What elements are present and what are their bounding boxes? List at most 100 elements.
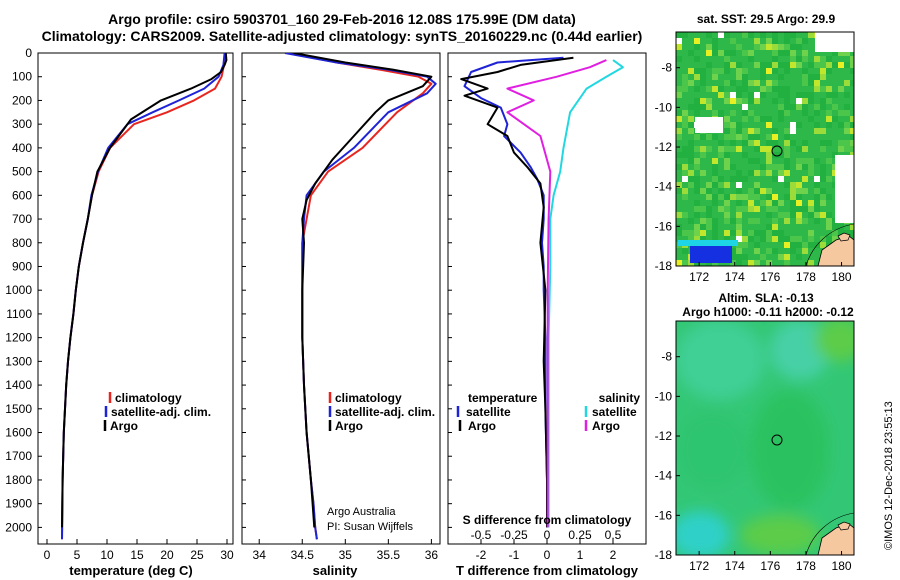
salinity-xlabel: salinity — [313, 563, 359, 578]
legend-label-t-satellite: satellite — [466, 405, 511, 419]
depth-tick-label: 1300 — [5, 354, 32, 368]
map-y-tick-label: -18 — [655, 548, 673, 562]
sst-cell — [844, 92, 850, 98]
sst-cell — [790, 62, 796, 68]
sst-cell — [712, 38, 718, 44]
sla-island — [837, 521, 851, 531]
sst-cell — [718, 50, 724, 56]
sst-cell — [688, 140, 694, 146]
legend-label-s-argo: Argo — [592, 419, 620, 433]
sst-cell — [742, 128, 748, 134]
sst-map: sat. SST: 29.5 Argo: 29.9 172 174 176 178 18… — [655, 12, 855, 284]
depth-tick-labels: 0 100 200 300 400 500 600 700 800 900 1000 1100 1200… — [5, 46, 32, 534]
sst-cell — [688, 122, 694, 128]
x-tick-label: 34 — [253, 548, 267, 562]
sst-missing-northeast — [815, 32, 854, 52]
sst-cell — [724, 32, 730, 38]
sst-cell — [802, 68, 808, 74]
sst-cell — [844, 110, 850, 116]
s-diff-tick-label: -0.25 — [500, 528, 528, 542]
sst-cell — [742, 32, 748, 38]
sst-cell — [778, 236, 784, 242]
sst-cell — [700, 230, 706, 236]
sst-cell — [784, 164, 790, 170]
sst-cell — [802, 176, 808, 182]
sst-cell — [688, 128, 694, 134]
sst-cell — [814, 182, 820, 188]
series-line-argo — [61, 53, 228, 528]
sst-cell — [814, 86, 820, 92]
sst-cell — [784, 158, 790, 164]
map-y-tick-label: -14 — [655, 180, 673, 194]
legend-label-s-satellite: satellite — [592, 405, 637, 419]
sst-cell — [766, 44, 772, 50]
sst-cell — [838, 122, 844, 128]
map-y-tick-label: -10 — [655, 389, 673, 403]
sst-cell — [736, 122, 742, 128]
sst-cell — [760, 92, 766, 98]
sst-cell — [700, 104, 706, 110]
sst-cell — [808, 170, 814, 176]
depth-tick-label: 600 — [12, 188, 32, 202]
sst-cell — [808, 236, 814, 242]
sst-cell — [688, 218, 694, 224]
sst-cell — [730, 146, 736, 152]
sst-cell — [724, 200, 730, 206]
header-line1: Argo profile: csiro 5903701_160 29-Feb-2… — [108, 11, 576, 27]
sst-cell — [676, 44, 682, 50]
salinity-series — [284, 53, 437, 540]
sst-cell — [772, 218, 778, 224]
sst-cell — [802, 164, 808, 170]
sst-cell — [688, 158, 694, 164]
depth-tick-label: 1600 — [5, 426, 32, 440]
sst-cell — [826, 224, 832, 230]
salinity-axes-frame — [241, 52, 441, 545]
x-tick-label: 36 — [425, 548, 439, 562]
sst-cell — [754, 260, 760, 266]
sst-missing-cell — [796, 98, 802, 104]
sst-cell — [784, 182, 790, 188]
sst-cell — [784, 212, 790, 218]
sst-missing-cell — [676, 38, 682, 44]
sst-cell — [694, 146, 700, 152]
sst-cell — [796, 38, 802, 44]
sst-cell — [688, 152, 694, 158]
sst-cell — [724, 134, 730, 140]
sst-cell — [826, 158, 832, 164]
sla-eez-line — [805, 512, 854, 555]
sst-cell — [694, 56, 700, 62]
depth-tick-label: 700 — [12, 212, 32, 226]
sst-cell — [724, 158, 730, 164]
sst-cell — [820, 212, 826, 218]
sst-cell — [718, 86, 724, 92]
sst-cell — [724, 206, 730, 212]
sst-cell — [754, 248, 760, 254]
depth-tick-label: 1000 — [5, 283, 32, 297]
sst-cell — [706, 218, 712, 224]
sst-cell — [676, 224, 682, 230]
sst-cell — [820, 146, 826, 152]
legend-label-climatology: climatology — [335, 391, 402, 405]
sst-cell — [694, 236, 700, 242]
map-y-tick-label: -16 — [655, 219, 673, 233]
x-tick-label: 0 — [44, 548, 51, 562]
sst-cell — [736, 62, 742, 68]
sst-cell — [766, 164, 772, 170]
sst-cell — [754, 80, 760, 86]
sst-cell — [796, 158, 802, 164]
sst-cell — [748, 230, 754, 236]
sst-cell — [820, 188, 826, 194]
sst-cell — [784, 242, 790, 248]
sst-cell — [736, 170, 742, 176]
sst-cell — [754, 128, 760, 134]
sst-cell — [826, 56, 832, 62]
sst-cell — [766, 152, 772, 158]
sst-cell — [730, 164, 736, 170]
sst-cell — [736, 86, 742, 92]
sst-field — [676, 32, 854, 266]
sst-cell — [736, 92, 742, 98]
sst-cell — [754, 230, 760, 236]
sst-cell — [676, 152, 682, 158]
temperature-series — [61, 53, 228, 540]
sst-cell — [772, 68, 778, 74]
